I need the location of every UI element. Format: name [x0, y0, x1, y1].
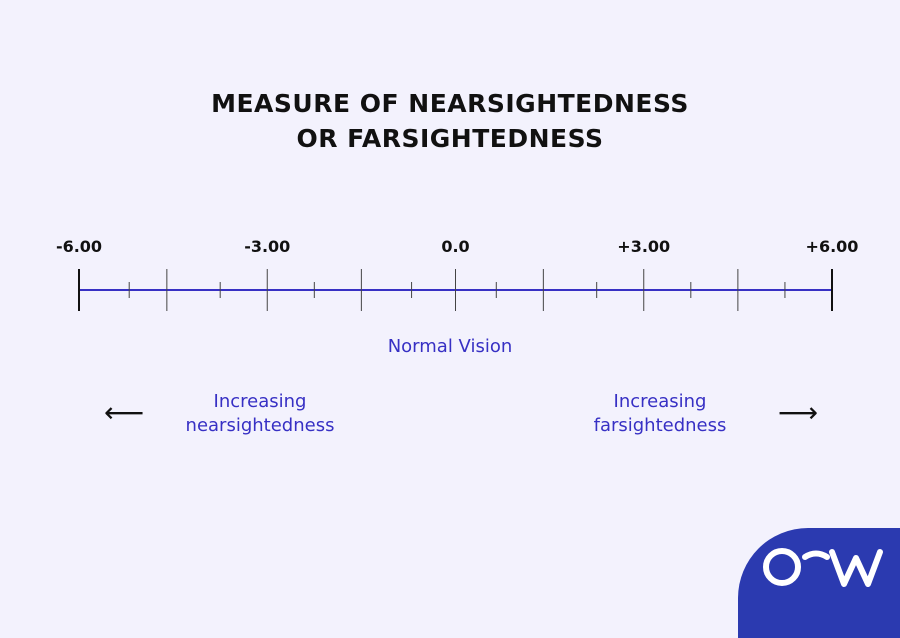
farsightedness-caption-line-2: farsightedness — [593, 415, 727, 436]
farsightedness-caption: Increasing farsightedness — [550, 390, 770, 438]
o-w-logo-icon — [763, 548, 883, 587]
tick-label: +6.00 — [806, 237, 859, 256]
title-line-2: OR FARSIGHTEDNESS — [296, 124, 604, 153]
tick-label: 0.0 — [441, 237, 469, 256]
diagram-title: MEASURE OF NEARSIGHTEDNESS OR FARSIGHTED… — [0, 86, 900, 156]
nearsightedness-caption-line-1: Increasing — [213, 391, 307, 412]
right-arrow-icon: ⟶ — [778, 396, 819, 429]
left-arrow-icon: ⟵ — [104, 396, 145, 429]
diopter-scale: -6.00 -3.00 0.0 +3.00 +6.00 — [56, 237, 859, 311]
farsightedness-caption-line-1: Increasing — [613, 391, 707, 412]
normal-vision-label: Normal Vision — [387, 336, 513, 357]
title-line-1: MEASURE OF NEARSIGHTEDNESS — [211, 89, 689, 118]
tick-label: -6.00 — [56, 237, 102, 256]
nearsightedness-caption: Increasing nearsightedness — [150, 390, 370, 438]
nearsightedness-caption-line-2: nearsightedness — [185, 415, 335, 436]
tick-label: +3.00 — [617, 237, 670, 256]
tick-label: -3.00 — [244, 237, 290, 256]
